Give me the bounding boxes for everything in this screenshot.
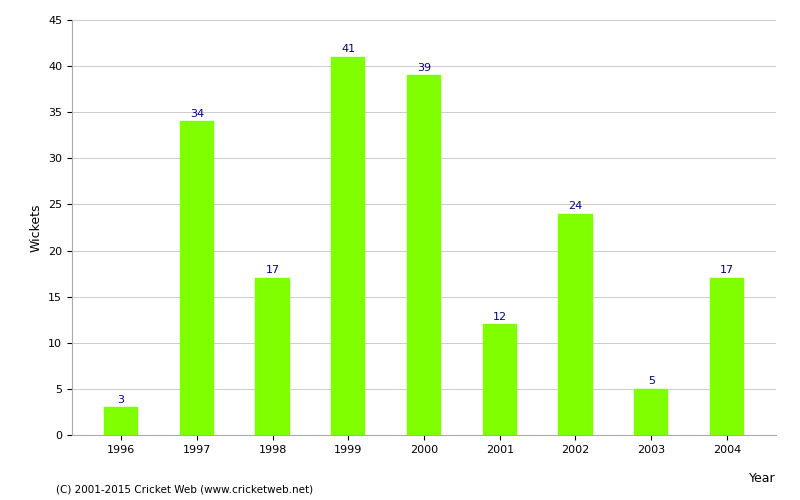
Text: (C) 2001-2015 Cricket Web (www.cricketweb.net): (C) 2001-2015 Cricket Web (www.cricketwe… (56, 485, 313, 495)
Text: Year: Year (750, 472, 776, 486)
Bar (634, 389, 668, 435)
Y-axis label: Wickets: Wickets (30, 203, 42, 252)
Text: 5: 5 (648, 376, 654, 386)
Bar (558, 214, 593, 435)
Text: 39: 39 (417, 62, 431, 72)
Text: 17: 17 (266, 266, 279, 276)
Bar (180, 122, 214, 435)
Bar (482, 324, 517, 435)
Bar (331, 57, 366, 435)
Text: 12: 12 (493, 312, 507, 322)
Text: 24: 24 (568, 201, 582, 211)
Text: 17: 17 (720, 266, 734, 276)
Text: 3: 3 (118, 394, 125, 404)
Text: 41: 41 (341, 44, 355, 54)
Bar (255, 278, 290, 435)
Text: 34: 34 (190, 108, 204, 118)
Bar (710, 278, 744, 435)
Bar (104, 408, 138, 435)
Bar (407, 76, 441, 435)
